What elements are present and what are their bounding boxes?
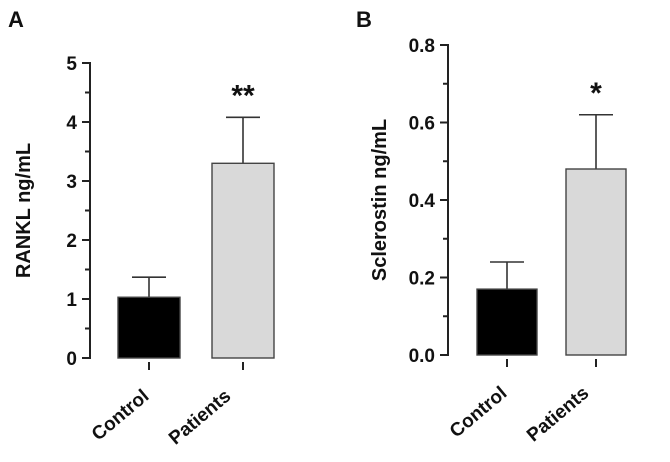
bar-control bbox=[117, 296, 181, 359]
significance-mark: * bbox=[590, 77, 602, 110]
y-tick-label: 0.8 bbox=[409, 36, 435, 57]
panel-letter: B bbox=[356, 7, 372, 32]
y-tick-label: 0.4 bbox=[409, 191, 436, 212]
y-tick-label: 0.2 bbox=[409, 269, 435, 290]
y-tick-label: 2 bbox=[66, 231, 77, 252]
y-tick-label: 0 bbox=[66, 349, 77, 370]
x-category-label: Control bbox=[88, 386, 153, 446]
y-axis-label: Sclerostin ng/mL bbox=[369, 119, 391, 281]
x-category-label: Patients bbox=[523, 383, 593, 447]
y-tick-label: 4 bbox=[66, 113, 77, 134]
bar-patients bbox=[565, 168, 627, 356]
chart-panel-b: B 0.0 0.2 0.4 0.6 0.8 Sclerostin ng/mL Control *… bbox=[356, 7, 627, 447]
y-tick-label: 3 bbox=[66, 172, 77, 193]
y-tick-label: 5 bbox=[66, 54, 77, 75]
panel-letter: A bbox=[8, 7, 24, 32]
y-tick-label: 0.6 bbox=[409, 114, 435, 135]
bar-patients bbox=[211, 162, 275, 359]
bar-control bbox=[476, 288, 538, 356]
significance-mark: ** bbox=[231, 79, 255, 112]
y-axis-label: RANKL ng/mL bbox=[13, 143, 35, 278]
x-category-label: Patients bbox=[165, 386, 235, 450]
chart-panel-a: A 0 1 2 3 4 5 RANKL ng/mL Control ** Patients bbox=[8, 7, 275, 450]
x-category-label: Control bbox=[446, 383, 511, 443]
y-tick-label: 1 bbox=[66, 290, 77, 311]
y-tick-label: 0.0 bbox=[409, 346, 435, 367]
